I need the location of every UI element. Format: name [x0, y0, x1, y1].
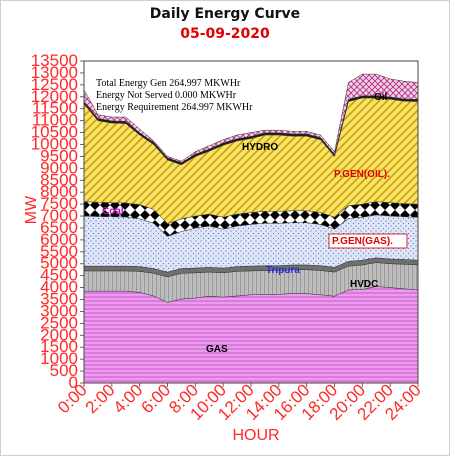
x-tick-label: 6:00 — [137, 380, 174, 417]
label-box — [328, 233, 408, 249]
y-axis-label: MW — [23, 195, 40, 224]
y-tick-label: 5500 — [40, 242, 78, 261]
x-tick-label: 2:00 — [82, 380, 119, 417]
y-tick-label: 6500 — [40, 218, 78, 237]
series-label-p-gen-gas: P.GEN(GAS). — [332, 236, 393, 247]
series-label-p-gen-oil: P.GEN(OIL). — [334, 169, 390, 180]
y-tick-label: 12000 — [31, 87, 78, 106]
y-tick-label: 10500 — [31, 123, 78, 142]
y-tick-label: 2000 — [40, 325, 78, 344]
series-label-gas: GAS — [206, 344, 228, 355]
y-tick-label: 13000 — [31, 63, 78, 82]
y-tick-label: 3500 — [40, 290, 78, 309]
y-tick-label: 9500 — [40, 146, 78, 165]
y-tick-label: 12500 — [31, 75, 78, 94]
x-axis-label: HOUR — [232, 427, 279, 444]
y-tick-label: 8000 — [40, 182, 78, 201]
y-tick-label: 2500 — [40, 313, 78, 332]
y-tick-label: 0 — [69, 373, 78, 392]
y-tick-label: 1000 — [40, 349, 78, 368]
area-gas — [83, 286, 419, 384]
energy-stat-line: Energy Requirement 264.997 MKWHr — [96, 102, 253, 113]
y-tick-label: 4000 — [40, 278, 78, 297]
y-tick-label: 8500 — [40, 170, 78, 189]
series-label-hvdc: HVDC — [350, 279, 378, 290]
series-label-oil: Oil — [374, 92, 388, 103]
chart-title: Daily Energy Curve — [149, 6, 301, 22]
y-tick-label: 10000 — [31, 134, 78, 153]
y-tick-label: 11000 — [32, 111, 78, 130]
y-tick-label: 13500 — [31, 51, 78, 70]
y-tick-label: 6000 — [40, 230, 78, 249]
y-tick-label: 1500 — [40, 337, 78, 356]
series-label-hydro: HYDRO — [242, 142, 278, 153]
y-tick-label: 3000 — [40, 301, 78, 320]
energy-stat-line: Total Energy Gen 264.997 MKWHr — [96, 78, 241, 89]
y-tick-label: 7000 — [40, 206, 78, 225]
energy-stat-line: Energy Not Served 0.000 MKWHr — [96, 90, 237, 101]
chart-date: 05-09-2020 — [180, 26, 270, 42]
y-tick-label: 4500 — [40, 266, 78, 285]
y-tick-label: 11500 — [32, 99, 78, 118]
x-tick-label: 0:00 — [54, 380, 91, 417]
series-label-coal: Coal — [102, 206, 124, 217]
y-tick-label: 9000 — [40, 158, 78, 177]
y-tick-label: 500 — [50, 361, 78, 380]
series-label-tripura: Tripura — [266, 265, 300, 276]
y-tick-label: 7500 — [40, 194, 78, 213]
x-tick-label: 4:00 — [110, 380, 147, 417]
y-tick-label: 5000 — [40, 254, 78, 273]
